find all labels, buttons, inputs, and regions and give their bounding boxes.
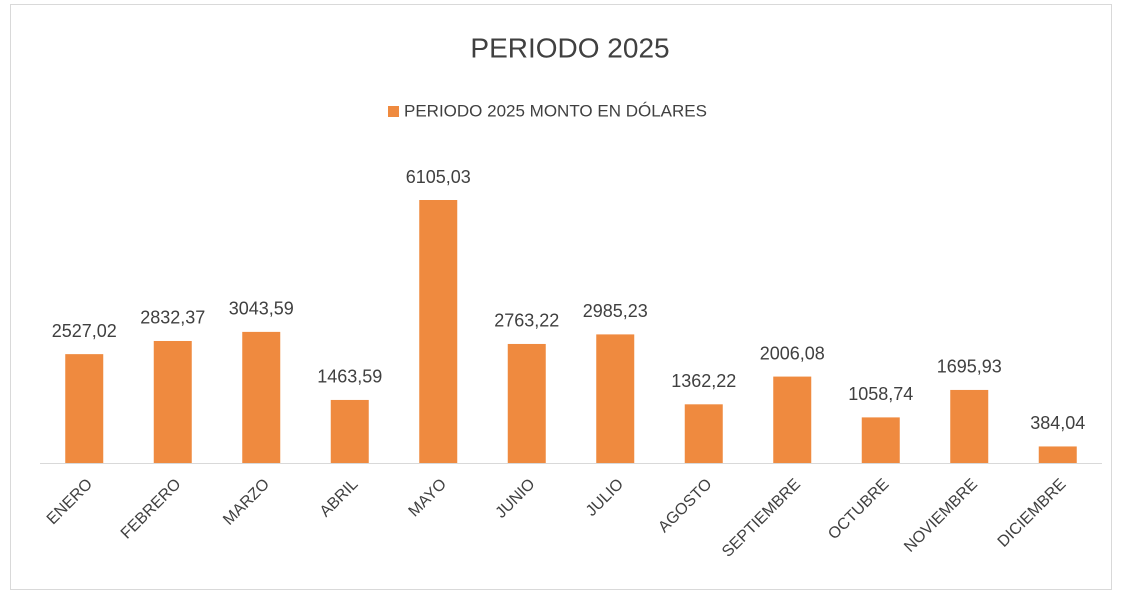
bar [65,354,104,463]
bar [507,343,546,463]
data-label: 3043,59 [229,299,294,319]
data-label: 6105,03 [406,167,471,187]
bar [861,417,900,463]
chart-frame [10,4,1112,590]
data-label: 2527,02 [52,321,117,341]
bar [950,389,989,463]
chart-title: PERIODO 2025 [470,32,669,63]
data-label: 2985,23 [583,301,648,321]
bar [596,334,635,463]
bar [684,404,723,463]
bar [153,340,192,463]
data-label: 1362,22 [671,371,736,391]
data-label: 1695,93 [937,357,1002,377]
legend-label: PERIODO 2025 MONTO EN DÓLARES [404,101,707,120]
bar [773,376,812,463]
data-label: 2763,22 [494,311,559,331]
data-label: 2832,37 [140,308,205,328]
legend-swatch [388,106,399,117]
data-label: 384,04 [1030,413,1085,433]
bar [1038,446,1077,463]
data-label: 1463,59 [317,367,382,387]
bar [419,200,458,463]
bar [330,399,369,463]
bar [242,331,281,463]
data-label: 2006,08 [760,343,825,363]
data-label: 1058,74 [848,384,913,404]
